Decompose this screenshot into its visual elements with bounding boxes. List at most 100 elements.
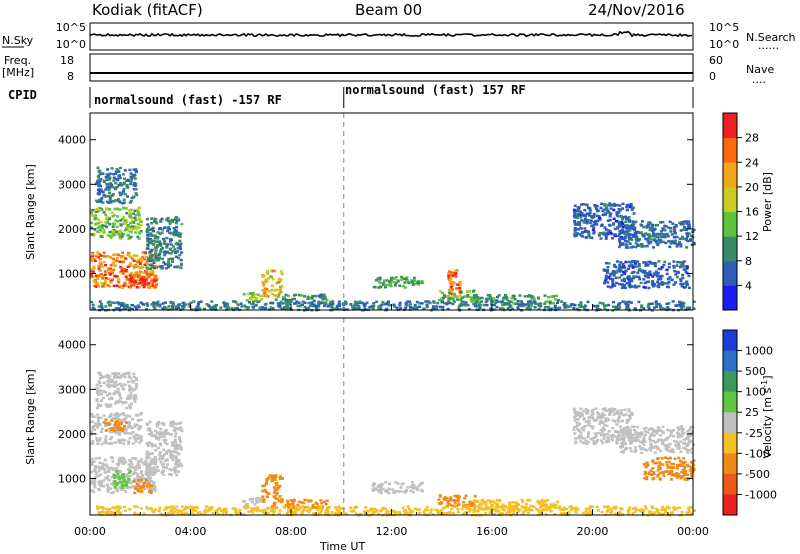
echo-cell — [595, 207, 598, 210]
echo-cell — [549, 307, 553, 310]
echo-cell — [427, 300, 431, 303]
echo-cell — [109, 384, 113, 387]
echo-cell — [644, 430, 648, 433]
echo-cell — [133, 209, 137, 212]
echo-cell — [158, 242, 162, 245]
echo-cell — [657, 302, 661, 306]
echo-cell — [627, 276, 631, 280]
echo-cell — [270, 509, 274, 513]
echo-cell — [400, 275, 404, 279]
echo-cell — [110, 456, 114, 459]
echo-cell — [257, 508, 260, 512]
echo-cell — [113, 187, 117, 191]
echo-cell — [123, 268, 127, 271]
echo-cell — [621, 419, 624, 423]
echo-cell — [609, 272, 613, 276]
echo-cell — [587, 416, 591, 419]
echo-cell — [111, 475, 114, 479]
echo-cell — [415, 508, 419, 512]
echo-cell — [139, 486, 142, 489]
echo-cell — [690, 425, 694, 429]
echo-cell — [573, 204, 577, 207]
echo-cell — [605, 211, 609, 214]
echo-cell — [654, 429, 658, 433]
echo-cell — [367, 509, 371, 513]
echo-cell — [264, 306, 268, 310]
echo-cell — [276, 497, 280, 501]
echo-cell — [303, 498, 307, 502]
echo-cell — [633, 232, 637, 235]
echo-cell — [598, 218, 602, 221]
echo-cell — [120, 202, 124, 205]
echo-cell — [141, 283, 145, 287]
echo-cell — [581, 203, 585, 206]
echo-cell — [602, 268, 606, 271]
echo-cell — [100, 282, 104, 285]
echo-cell — [611, 438, 615, 442]
echo-cell — [413, 507, 417, 510]
echo-cell — [447, 300, 451, 303]
nave-label: Nave — [746, 63, 774, 76]
echo-cell — [621, 513, 625, 516]
echo-cell — [543, 302, 547, 306]
echo-cell — [478, 305, 481, 308]
echo-cell — [404, 509, 408, 512]
echo-cell — [679, 265, 682, 269]
echo-cell — [251, 302, 255, 306]
echo-cell — [637, 432, 641, 435]
echo-cell — [638, 435, 642, 438]
echo-cell — [153, 266, 156, 270]
echo-cell — [606, 281, 610, 284]
colorbar-swatch — [723, 113, 737, 139]
echo-cell — [434, 508, 438, 511]
echo-cell — [388, 280, 391, 283]
echo-cell — [179, 440, 183, 443]
echo-cell — [352, 510, 356, 513]
echo-cell — [115, 489, 119, 492]
echo-cell — [96, 404, 100, 407]
echo-cell — [618, 229, 622, 233]
echo-cell — [165, 442, 169, 446]
echo-cell — [135, 227, 139, 231]
echo-cell — [682, 305, 686, 308]
echo-cell — [149, 480, 153, 483]
echo-cell — [638, 445, 642, 448]
echo-cell — [249, 298, 253, 301]
echo-cell — [665, 438, 669, 441]
echo-cell — [169, 455, 172, 458]
echo-cell — [114, 172, 118, 175]
echo-cell — [619, 513, 622, 516]
echo-cell — [178, 438, 182, 441]
echo-cell — [451, 294, 454, 297]
echo-cell — [656, 224, 659, 227]
echo-cell — [111, 225, 115, 228]
echo-cell — [449, 292, 453, 296]
echo-cell — [129, 172, 133, 175]
echo-cell — [121, 427, 125, 430]
echo-cell — [303, 295, 306, 298]
echo-cell — [99, 302, 103, 306]
echo-cell — [106, 301, 110, 304]
echo-cell — [162, 439, 166, 442]
echo-cell — [690, 469, 694, 472]
echo-cell — [113, 264, 117, 267]
echo-cell — [107, 277, 111, 281]
echo-cell — [652, 446, 656, 449]
echo-cell — [153, 285, 157, 288]
echo-cell — [319, 499, 323, 502]
echo-cell — [279, 499, 283, 502]
echo-cell — [112, 376, 116, 379]
echo-cell — [269, 475, 273, 478]
echo-cell — [496, 295, 499, 299]
echo-cell — [516, 307, 520, 311]
echo-cell — [617, 267, 621, 271]
echo-cell — [132, 188, 136, 191]
echo-cell — [156, 425, 160, 428]
echo-cell — [168, 506, 172, 509]
echo-cell — [216, 508, 220, 512]
echo-cell — [677, 446, 681, 449]
echo-cell — [635, 425, 639, 429]
echo-cell — [539, 511, 543, 515]
echo-cell — [133, 216, 137, 220]
echo-cell — [261, 280, 265, 284]
